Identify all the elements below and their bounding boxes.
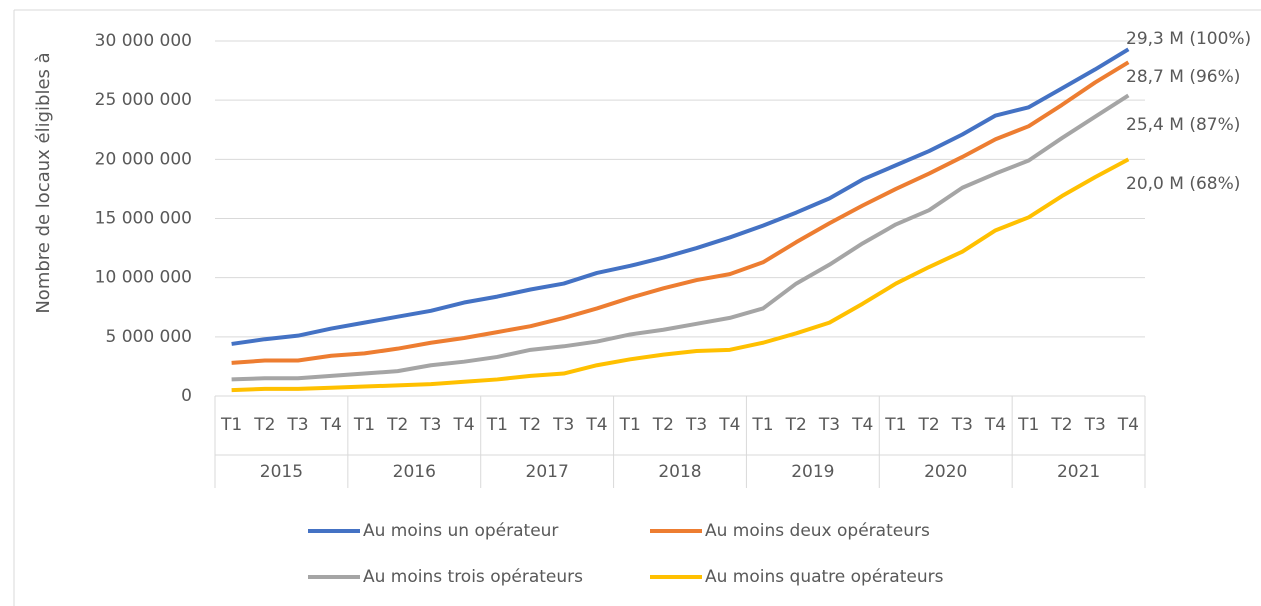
annotation: 25,4 M (87%) [1126, 115, 1240, 135]
group-label: 2018 [658, 462, 701, 482]
y-tick-label: 10 000 000 [95, 268, 192, 288]
series-line [231, 60, 1130, 365]
y-tick-label: 20 000 000 [95, 149, 192, 169]
x-tick-label: T2 [1050, 415, 1072, 435]
x-tick-label: T2 [253, 415, 275, 435]
x-tick-label: T4 [453, 415, 475, 435]
x-tick-label: T4 [320, 415, 342, 435]
y-axis-label: Nombre de locaux éligibles à [33, 52, 54, 313]
x-tick-label: T1 [619, 415, 641, 435]
y-tick-label: 5 000 000 [105, 327, 192, 347]
legend-label: Au moins deux opérateurs [705, 521, 930, 541]
x-tick-label: T1 [884, 415, 906, 435]
legend-label: Au moins trois opérateurs [363, 567, 583, 587]
y-tick-label: 15 000 000 [95, 209, 192, 229]
x-tick-label: T4 [851, 415, 873, 435]
x-tick-label: T3 [685, 415, 707, 435]
x-tick-label: T1 [353, 415, 375, 435]
x-tick-label: T2 [386, 415, 408, 435]
annotation: 29,3 M (100%) [1126, 29, 1251, 49]
x-tick-label: T4 [984, 415, 1006, 435]
x-tick-label: T2 [519, 415, 541, 435]
series-line [231, 157, 1130, 393]
x-tick-label: T2 [652, 415, 674, 435]
x-tick-label: T2 [785, 415, 807, 435]
x-tick-label: T4 [585, 415, 607, 435]
x-tick-label: T1 [486, 415, 508, 435]
x-tick-label: T3 [951, 415, 973, 435]
annotation: 28,7 M (96%) [1126, 67, 1240, 87]
x-tick-label: T3 [286, 415, 308, 435]
legend-label: Au moins quatre opérateurs [705, 567, 944, 587]
group-label: 2017 [526, 462, 569, 482]
y-tick-label: 30 000 000 [95, 31, 192, 51]
group-label: 2016 [393, 462, 436, 482]
x-tick-label: T4 [718, 415, 740, 435]
annotation: 20,0 M (68%) [1126, 174, 1240, 194]
x-tick-label: T3 [419, 415, 441, 435]
group-label: 2020 [924, 462, 967, 482]
group-label: 2021 [1057, 462, 1100, 482]
x-tick-label: T3 [818, 415, 840, 435]
x-tick-label: T1 [751, 415, 773, 435]
series-line [231, 47, 1130, 346]
x-tick-label: T3 [552, 415, 574, 435]
y-tick-label: 25 000 000 [95, 90, 192, 110]
x-tick-label: T4 [1117, 415, 1139, 435]
x-tick-label: T1 [220, 415, 242, 435]
x-tick-label: T3 [1084, 415, 1106, 435]
series-line [231, 93, 1130, 382]
x-tick-label: T2 [918, 415, 940, 435]
group-label: 2019 [791, 462, 834, 482]
legend-label: Au moins un opérateur [363, 521, 558, 541]
group-label: 2015 [260, 462, 303, 482]
y-tick-label: 0 [181, 386, 192, 406]
x-tick-label: T1 [1017, 415, 1039, 435]
